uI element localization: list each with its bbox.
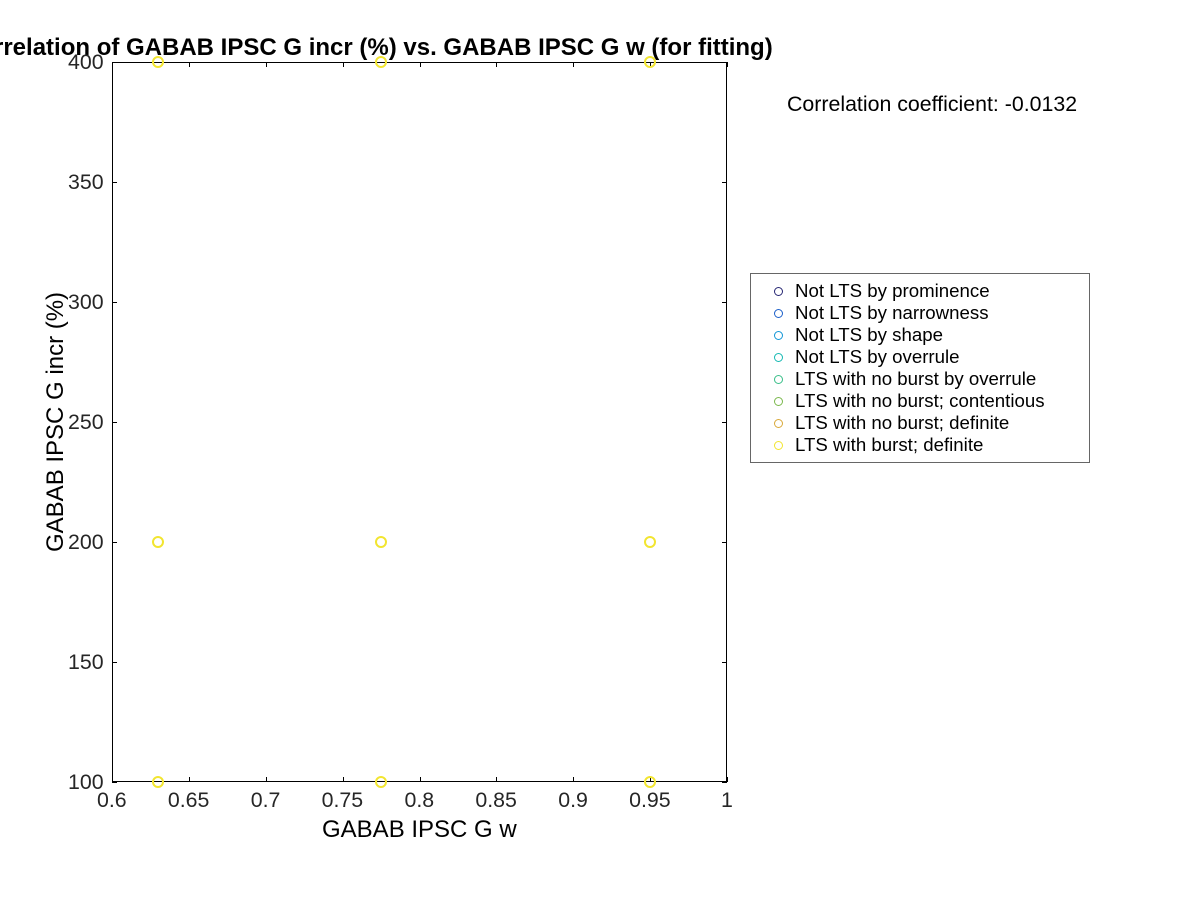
- x-tick-label: 0.95: [629, 788, 671, 813]
- x-tick-mark: [343, 62, 344, 67]
- y-tick-mark: [112, 662, 117, 663]
- legend-swatch: [761, 353, 795, 362]
- y-tick-mark: [112, 62, 117, 63]
- legend-marker-icon: [774, 309, 783, 318]
- legend-marker-icon: [774, 397, 783, 406]
- legend-marker-icon: [774, 287, 783, 296]
- legend-label: LTS with no burst by overrule: [795, 368, 1036, 390]
- legend-swatch: [761, 309, 795, 318]
- legend-marker-icon: [774, 353, 783, 362]
- legend-swatch: [761, 419, 795, 428]
- x-tick-mark: [573, 62, 574, 67]
- y-tick-mark: [722, 62, 727, 63]
- x-tick-label: 0.65: [168, 788, 210, 813]
- x-tick-mark: [189, 62, 190, 67]
- x-tick-mark: [266, 777, 267, 782]
- legend-label: LTS with no burst; definite: [795, 412, 1009, 434]
- x-tick-mark: [189, 777, 190, 782]
- scatter-point: [375, 776, 387, 788]
- x-tick-label: 0.85: [475, 788, 517, 813]
- legend-item: Not LTS by narrowness: [761, 302, 1079, 324]
- scatter-point: [152, 776, 164, 788]
- x-tick-mark: [496, 777, 497, 782]
- y-tick-mark: [112, 182, 117, 183]
- scatter-point: [375, 56, 387, 68]
- y-tick-mark: [722, 302, 727, 303]
- y-tick-label: 350: [68, 170, 104, 195]
- x-axis-label: GABAB IPSC G w: [322, 816, 517, 844]
- legend-item: Not LTS by prominence: [761, 280, 1079, 302]
- y-tick-mark: [722, 782, 727, 783]
- y-tick-mark: [112, 422, 117, 423]
- legend-swatch: [761, 441, 795, 450]
- figure-stage: { "figure": { "width_px": 1200, "height_…: [0, 0, 1200, 900]
- y-axis-label: GABAB IPSC G incr (%): [42, 292, 70, 552]
- legend-item: LTS with no burst; definite: [761, 412, 1079, 434]
- y-tick-mark: [722, 182, 727, 183]
- legend-marker-icon: [774, 375, 783, 384]
- legend-item: Not LTS by overrule: [761, 346, 1079, 368]
- legend-swatch: [761, 375, 795, 384]
- y-tick-label: 200: [68, 530, 104, 555]
- y-tick-mark: [722, 542, 727, 543]
- scatter-point: [375, 536, 387, 548]
- y-tick-label: 150: [68, 650, 104, 675]
- y-tick-mark: [112, 542, 117, 543]
- y-tick-mark: [112, 302, 117, 303]
- legend-label: Not LTS by shape: [795, 324, 943, 346]
- x-tick-mark: [343, 777, 344, 782]
- legend-item: Not LTS by shape: [761, 324, 1079, 346]
- x-tick-label: 0.8: [405, 788, 435, 813]
- y-tick-label: 300: [68, 290, 104, 315]
- legend-item: LTS with burst; definite: [761, 434, 1079, 456]
- x-tick-mark: [420, 777, 421, 782]
- x-tick-label: 0.75: [322, 788, 364, 813]
- plot-area: [112, 62, 727, 782]
- legend-swatch: [761, 331, 795, 340]
- x-tick-mark: [727, 777, 728, 782]
- y-tick-mark: [722, 422, 727, 423]
- x-tick-mark: [573, 777, 574, 782]
- legend-item: LTS with no burst by overrule: [761, 368, 1079, 390]
- x-tick-label: 0.7: [251, 788, 281, 813]
- legend-label: LTS with burst; definite: [795, 434, 983, 456]
- x-tick-label: 1: [721, 788, 733, 813]
- legend-item: LTS with no burst; contentious: [761, 390, 1079, 412]
- x-tick-mark: [496, 62, 497, 67]
- scatter-point: [644, 776, 656, 788]
- legend-marker-icon: [774, 331, 783, 340]
- legend: Not LTS by prominenceNot LTS by narrowne…: [750, 273, 1090, 463]
- legend-marker-icon: [774, 441, 783, 450]
- legend-label: LTS with no burst; contentious: [795, 390, 1045, 412]
- legend-swatch: [761, 397, 795, 406]
- legend-label: Not LTS by prominence: [795, 280, 990, 302]
- x-tick-mark: [727, 62, 728, 67]
- legend-label: Not LTS by narrowness: [795, 302, 989, 324]
- x-tick-mark: [266, 62, 267, 67]
- x-tick-label: 0.9: [558, 788, 588, 813]
- legend-marker-icon: [774, 419, 783, 428]
- x-tick-mark: [420, 62, 421, 67]
- y-tick-mark: [722, 662, 727, 663]
- y-tick-mark: [112, 782, 117, 783]
- legend-swatch: [761, 287, 795, 296]
- y-tick-label: 400: [68, 50, 104, 75]
- legend-label: Not LTS by overrule: [795, 346, 960, 368]
- y-tick-label: 100: [68, 770, 104, 795]
- chart-title: rrelation of GABAB IPSC G incr (%) vs. G…: [0, 34, 773, 62]
- y-tick-label: 250: [68, 410, 104, 435]
- correlation-annotation: Correlation coefficient: -0.0132: [787, 92, 1077, 117]
